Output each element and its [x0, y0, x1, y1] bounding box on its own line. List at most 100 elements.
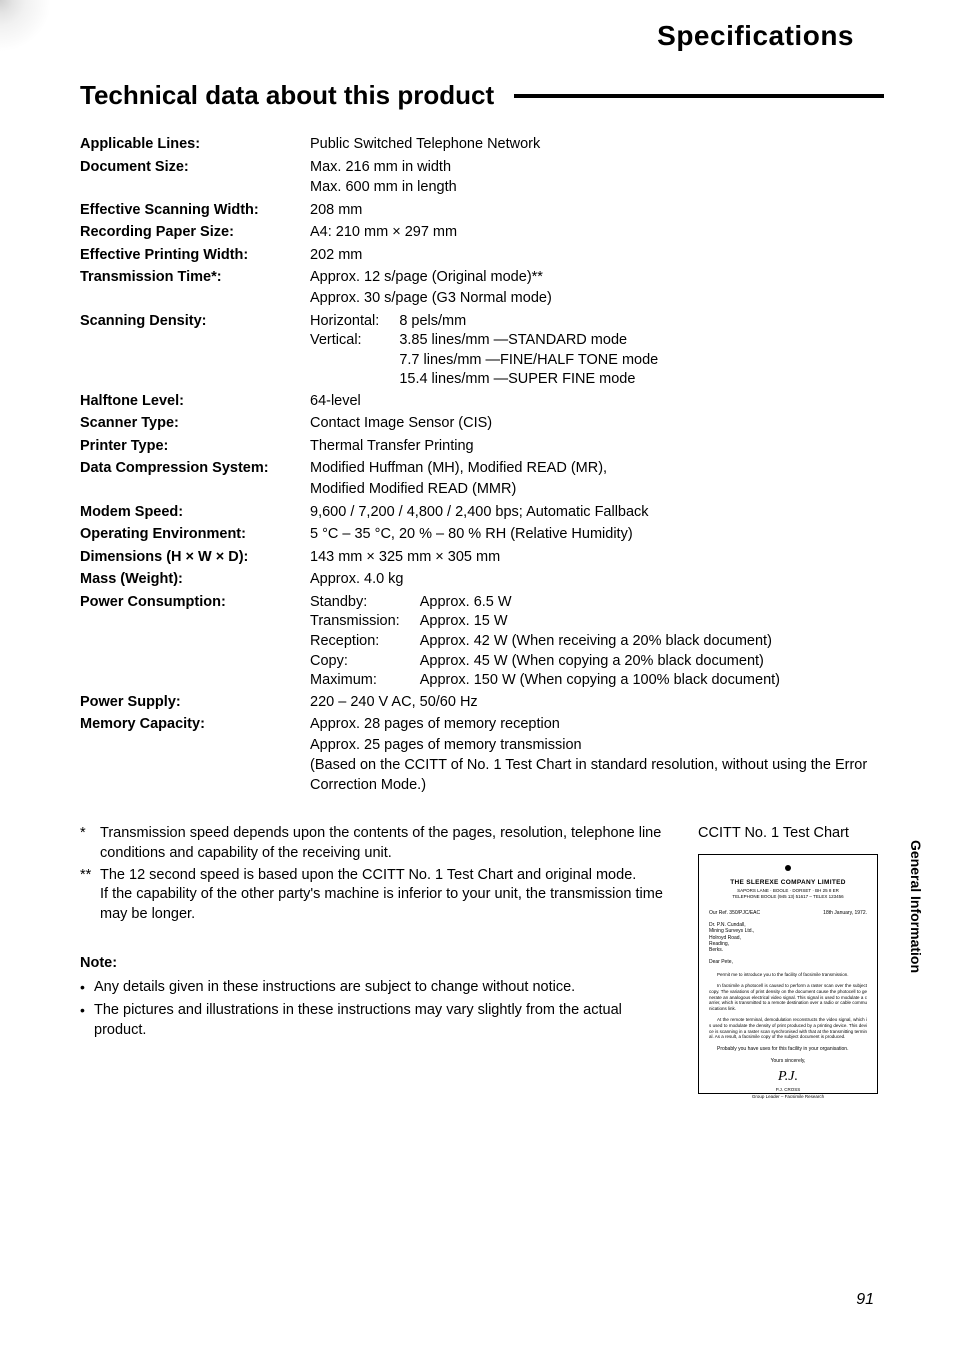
spec-value: Modified Huffman (MH), Modified READ (MR… [310, 459, 884, 500]
spec-row: Printer Type:Thermal Transfer Printing [80, 437, 884, 458]
spec-value-line: Max. 216 mm in width [310, 158, 884, 178]
spec-row: Document Size:Max. 216 mm in widthMax. 6… [80, 158, 884, 199]
spec-subvalue: Approx. 6.5 W [420, 593, 780, 613]
spec-row: Applicable Lines:Public Switched Telepho… [80, 135, 884, 156]
spec-subvalue: Approx. 45 W (When copying a 20% black d… [420, 652, 780, 672]
spec-value: 208 mm [310, 201, 884, 222]
test-chart: CCITT No. 1 Test Chart THE SLEREXE COMPA… [698, 824, 884, 1094]
spec-sublabel: Vertical: [310, 331, 399, 390]
spec-subrow: Reception:Approx. 42 W (When receiving a… [310, 632, 780, 652]
spec-row: Data Compression System:Modified Huffman… [80, 459, 884, 500]
spec-subtable: Horizontal:8 pels/mmVertical:3.85 lines/… [310, 312, 658, 390]
spec-value: 5 °C – 35 °C, 20 % – 80 % RH (Relative H… [310, 525, 884, 546]
spec-subrow: Standby:Approx. 6.5 W [310, 593, 780, 613]
spec-label: Power Supply: [80, 693, 310, 713]
spec-subrow: Horizontal:8 pels/mm [310, 312, 658, 332]
footnote-mark: * [80, 824, 100, 863]
spec-value: Approx. 28 pages of memory receptionAppr… [310, 715, 884, 796]
spec-subvalue: Approx. 150 W (When copying a 100% black… [420, 671, 780, 691]
side-tab-label: General Information [908, 840, 924, 973]
spec-value-line: Modified Huffman (MH), Modified READ (MR… [310, 459, 884, 479]
title-rule [514, 94, 884, 98]
spec-subrow: Copy:Approx. 45 W (When copying a 20% bl… [310, 652, 780, 672]
spec-subvalue: Approx. 42 W (When receiving a 20% black… [420, 632, 780, 652]
tc-ref-row: Our Ref. 350/PJC/EAC 18th January, 1972. [709, 910, 867, 916]
spec-label: Halftone Level: [80, 392, 310, 412]
spec-value-line: 208 mm [310, 201, 884, 221]
spec-subrow: Vertical:3.85 lines/mm —STANDARD mode 7.… [310, 331, 658, 390]
spec-label: Transmission Time*: [80, 268, 310, 288]
bullet-icon: • [80, 978, 94, 997]
spec-value: 143 mm × 325 mm × 305 mm [310, 548, 884, 569]
spec-row: Effective Printing Width:202 mm [80, 246, 884, 267]
bullet-icon: • [80, 1001, 94, 1020]
page-header: Specifications [80, 20, 884, 52]
footnote-text: The 12 second speed is based upon the CC… [100, 866, 668, 925]
spec-value-line: Contact Image Sensor (CIS) [310, 414, 884, 434]
spec-row: Modem Speed:9,600 / 7,200 / 4,800 / 2,40… [80, 503, 884, 524]
spec-value-line: 64-level [310, 392, 884, 412]
spec-value-line: 143 mm × 325 mm × 305 mm [310, 548, 884, 568]
spec-value: Standby:Approx. 6.5 WTransmission:Approx… [310, 593, 884, 691]
spec-label: Document Size: [80, 158, 310, 178]
spec-value-line: Modified Modified READ (MMR) [310, 480, 884, 500]
spec-value: 202 mm [310, 246, 884, 267]
spec-value-line: 202 mm [310, 246, 884, 266]
spec-subtable: Standby:Approx. 6.5 WTransmission:Approx… [310, 593, 780, 691]
spec-label: Effective Scanning Width: [80, 201, 310, 221]
tc-para3: At the remote terminal, demodulation rec… [709, 1017, 867, 1040]
spec-row: Power Consumption:Standby:Approx. 6.5 WT… [80, 593, 884, 691]
spec-row: Mass (Weight):Approx. 4.0 kg [80, 570, 884, 591]
spec-sublabel: Standby: [310, 593, 420, 613]
note-item: •Any details given in these instructions… [80, 978, 668, 998]
spec-label: Scanning Density: [80, 312, 310, 332]
spec-value: Contact Image Sensor (CIS) [310, 414, 884, 435]
spec-value-line: 5 °C – 35 °C, 20 % – 80 % RH (Relative H… [310, 525, 884, 545]
spec-label: Data Compression System: [80, 459, 310, 479]
spec-value-line: 9,600 / 7,200 / 4,800 / 2,400 bps; Autom… [310, 503, 884, 523]
section-title: Technical data about this product [80, 80, 884, 111]
spec-sublabel: Transmission: [310, 612, 420, 632]
spec-row: Memory Capacity:Approx. 28 pages of memo… [80, 715, 884, 796]
spec-value-line: (Based on the CCITT of No. 1 Test Chart … [310, 756, 884, 795]
spec-label: Modem Speed: [80, 503, 310, 523]
note-block: Note: •Any details given in these instru… [80, 954, 668, 1040]
tc-role: Group Leader – Facsimile Research [709, 1094, 867, 1100]
spec-value: 9,600 / 7,200 / 4,800 / 2,400 bps; Autom… [310, 503, 884, 524]
spec-value: Thermal Transfer Printing [310, 437, 884, 458]
spec-value-line: Thermal Transfer Printing [310, 437, 884, 457]
spec-value-line: Approx. 12 s/page (Original mode)** [310, 268, 884, 288]
spec-value-line: Approx. 25 pages of memory transmission [310, 736, 884, 756]
tc-yours: Yours sincerely, [709, 1058, 867, 1064]
footnotes-section: *Transmission speed depends upon the con… [80, 824, 884, 1094]
spec-value-line: Public Switched Telephone Network [310, 135, 884, 155]
spec-value: Approx. 4.0 kg [310, 570, 884, 591]
spec-value-line: Approx. 4.0 kg [310, 570, 884, 590]
spec-row: Dimensions (H × W × D):143 mm × 325 mm ×… [80, 548, 884, 569]
note-title: Note: [80, 954, 668, 974]
note-item: •The pictures and illustrations in these… [80, 1001, 668, 1040]
spec-value: A4: 210 mm × 297 mm [310, 223, 884, 244]
spec-sublabel: Reception: [310, 632, 420, 652]
page-number: 91 [856, 1291, 874, 1309]
tc-sub2: TELEPHONE BOOLE (945 13) 51617 – TELEX 1… [709, 894, 867, 900]
note-item-text: The pictures and illustrations in these … [94, 1001, 668, 1040]
footnotes-left: *Transmission speed depends upon the con… [80, 824, 668, 1044]
spec-label: Power Consumption: [80, 593, 310, 613]
spec-subrow: Transmission:Approx. 15 W [310, 612, 780, 632]
spec-value: 220 – 240 V AC, 50/60 Hz [310, 693, 884, 714]
spec-label: Scanner Type: [80, 414, 310, 434]
footnote-text: Transmission speed depends upon the cont… [100, 824, 668, 863]
test-chart-box: THE SLEREXE COMPANY LIMITED SAPORS LANE … [698, 854, 878, 1094]
spec-row: Recording Paper Size:A4: 210 mm × 297 mm [80, 223, 884, 244]
scan-artifact [0, 0, 50, 70]
spec-value: Max. 216 mm in widthMax. 600 mm in lengt… [310, 158, 884, 199]
spec-label: Recording Paper Size: [80, 223, 310, 243]
spec-row: Scanner Type:Contact Image Sensor (CIS) [80, 414, 884, 435]
tc-signature: P.J. [709, 1068, 867, 1086]
spec-row: Power Supply:220 – 240 V AC, 50/60 Hz [80, 693, 884, 714]
section-title-text: Technical data about this product [80, 80, 494, 111]
spec-label: Operating Environment: [80, 525, 310, 545]
spec-row: Effective Scanning Width:208 mm [80, 201, 884, 222]
tc-salutation: Dear Pete, [709, 959, 867, 965]
